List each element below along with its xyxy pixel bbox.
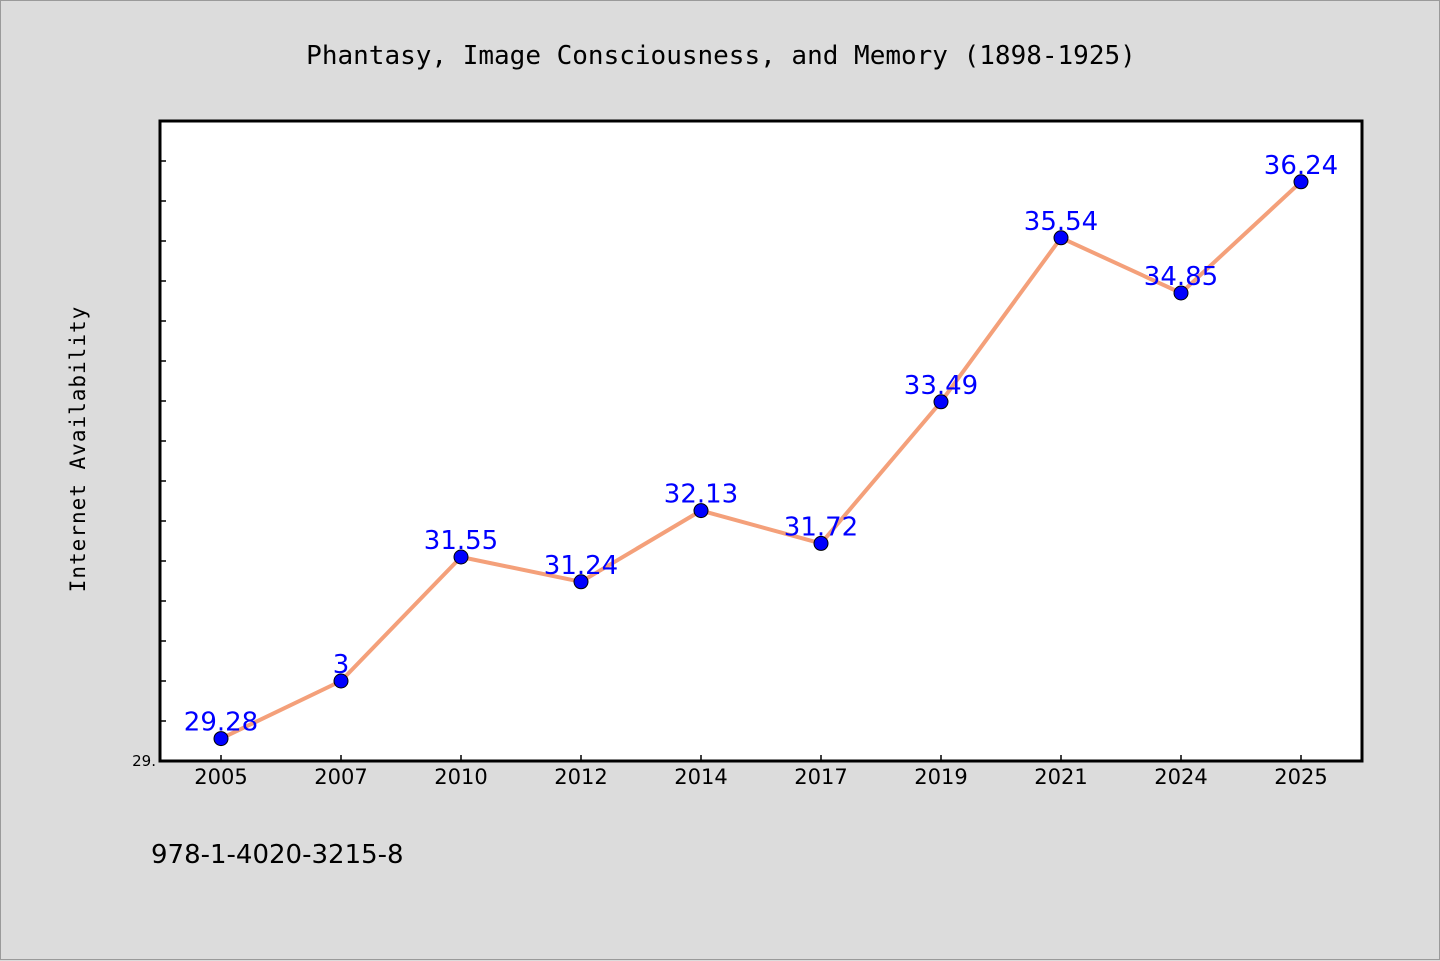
x-tick-label: 2021 <box>1034 765 1087 789</box>
plot-area <box>158 119 1364 763</box>
data-point <box>453 549 469 565</box>
data-point <box>1053 230 1069 246</box>
x-tick-label: 2025 <box>1274 765 1327 789</box>
data-label: 3 <box>333 650 350 680</box>
x-tick-label: 2010 <box>434 765 487 789</box>
data-point <box>213 731 229 747</box>
x-tick-label: 2012 <box>554 765 607 789</box>
data-point <box>813 535 829 551</box>
data-point <box>1293 174 1309 190</box>
x-tick-label: 2024 <box>1154 765 1207 789</box>
data-point <box>573 574 589 590</box>
data-point <box>693 503 709 519</box>
x-axis-ticks: 2005 2007 2010 2012 2014 2017 2019 2021 2024 2025 <box>194 755 1328 789</box>
series-line <box>220 180 1303 741</box>
data-point <box>933 394 949 410</box>
data-label: 34.85 <box>1144 262 1218 292</box>
data-label: 36.24 <box>1264 151 1338 181</box>
footer-isbn: 978-1-4020-3215-8 <box>151 840 404 870</box>
x-tick-label: 2017 <box>794 765 847 789</box>
data-label: 31.24 <box>544 551 618 581</box>
x-tick-label: 2007 <box>314 765 367 789</box>
y-tick-label: 29. <box>132 752 156 770</box>
data-label: 31.55 <box>424 526 498 556</box>
data-label: 33.49 <box>904 371 978 401</box>
data-labels: 29.28 3 31.55 31.24 32.13 31.72 33.49 35.54 34.8… <box>184 151 1338 738</box>
x-tick-label: 2019 <box>914 765 967 789</box>
series-line-group <box>220 180 1303 741</box>
data-point <box>333 673 349 689</box>
chart-title: Phantasy, Image Consciousness, and Memor… <box>306 41 1136 71</box>
data-point <box>1173 285 1189 301</box>
y-axis-ticks: 29. <box>132 120 166 770</box>
x-tick-label: 2014 <box>674 765 727 789</box>
data-label: 35.54 <box>1024 207 1098 237</box>
data-label: 32.13 <box>664 480 738 510</box>
data-label: 29.28 <box>184 708 258 738</box>
data-label: 31.72 <box>784 512 858 542</box>
y-axis-label: Internet Availability <box>66 306 90 593</box>
x-tick-label: 2005 <box>194 765 247 789</box>
data-markers <box>213 174 1309 747</box>
